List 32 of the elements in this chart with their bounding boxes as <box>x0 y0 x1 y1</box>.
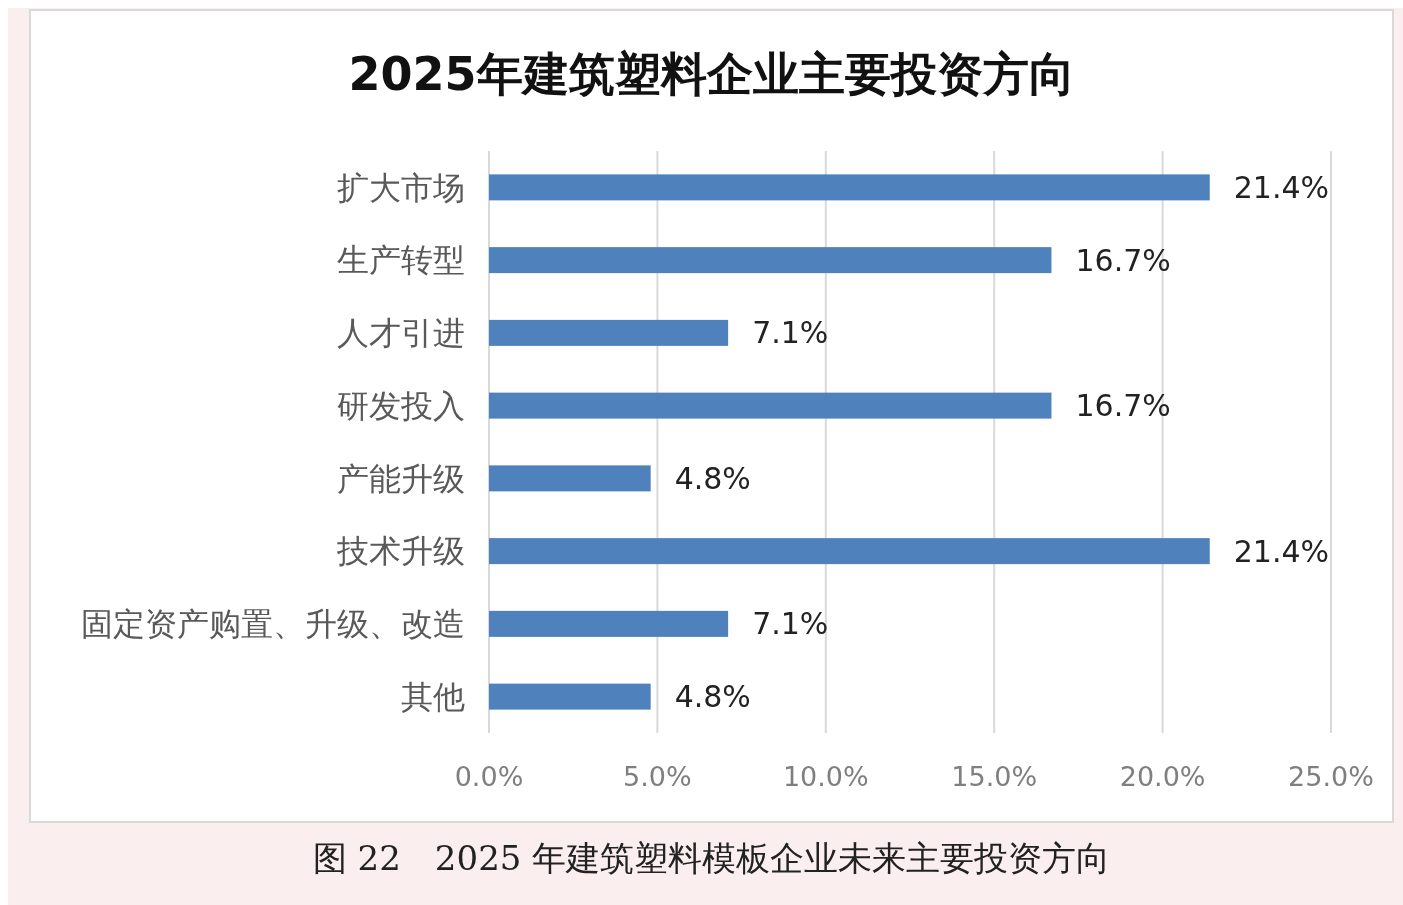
bar <box>489 319 729 346</box>
data-label: 7.1% <box>752 315 829 351</box>
bar <box>489 683 651 710</box>
bar <box>489 538 1210 565</box>
y-tick-label: 研发投入 <box>337 386 465 425</box>
y-tick-label: 产能升级 <box>337 459 465 498</box>
data-label: 7.1% <box>752 606 829 642</box>
x-tick-label: 25.0% <box>1288 761 1374 792</box>
x-tick-label: 20.0% <box>1119 761 1206 792</box>
data-label: 16.7% <box>1075 242 1171 278</box>
bar <box>489 465 651 492</box>
x-tick-label: 5.0% <box>623 761 692 792</box>
data-label: 21.4% <box>1233 169 1330 205</box>
data-label: 4.8% <box>674 460 751 496</box>
x-tick-label: 10.0% <box>782 761 869 792</box>
data-label: 4.8% <box>674 679 751 715</box>
y-tick-label: 其他 <box>401 677 465 716</box>
bar <box>489 174 1210 201</box>
x-tick-label: 0.0% <box>454 761 524 792</box>
y-tick-label: 生产转型 <box>337 241 465 280</box>
data-label: 16.7% <box>1075 388 1171 424</box>
y-tick-label: 扩大市场 <box>337 168 465 207</box>
y-tick-label: 固定资产购置、升级、改造 <box>81 605 465 644</box>
y-tick-label: 技术升级 <box>336 532 465 571</box>
chart-title: 2025年建筑塑料企业主要投资方向 <box>348 47 1075 101</box>
caption: 图 22 2025 年建筑塑料模板企业未来主要投资方向 <box>312 838 1111 878</box>
data-label: 21.4% <box>1233 533 1330 569</box>
bar <box>489 610 729 637</box>
x-tick-label: 15.0% <box>951 761 1038 792</box>
bar <box>489 392 1052 419</box>
y-tick-label: 人才引进 <box>337 314 465 353</box>
bar <box>489 247 1052 274</box>
